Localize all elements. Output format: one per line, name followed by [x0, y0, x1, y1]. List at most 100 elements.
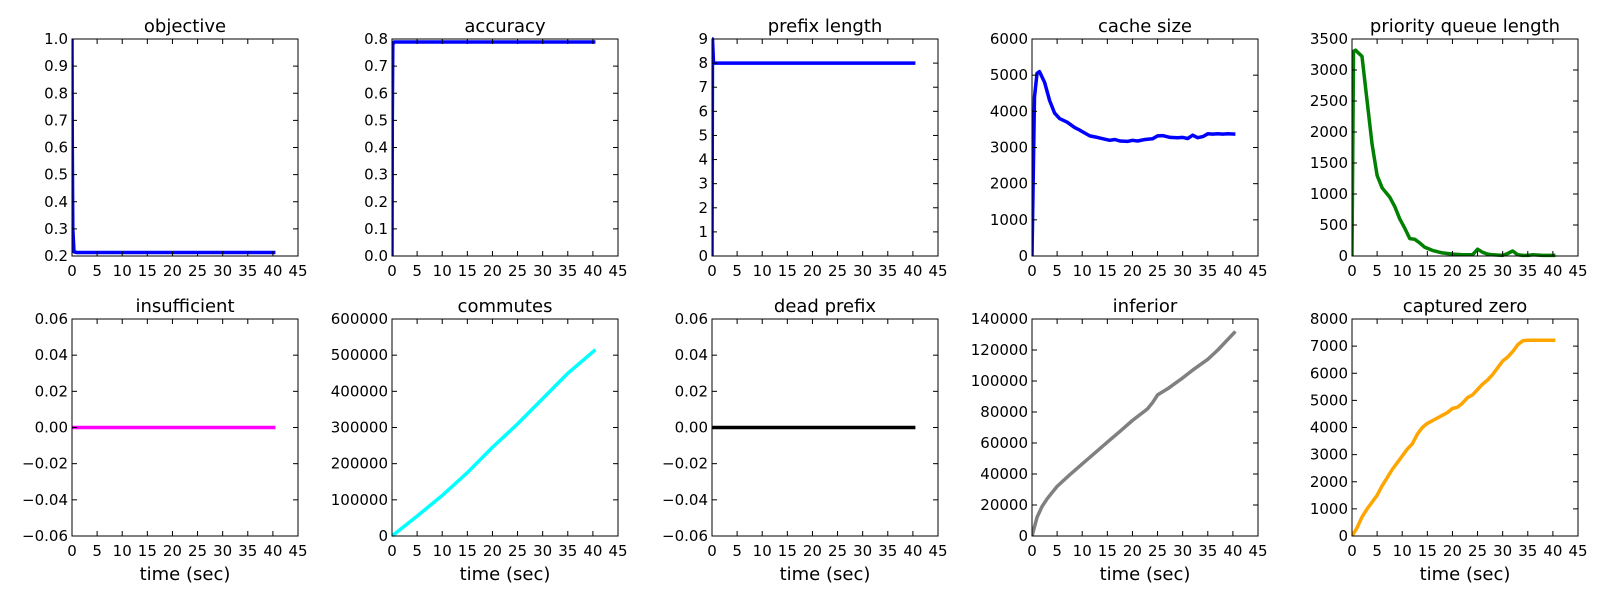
x-tick-label: 5: [732, 542, 742, 560]
series-line-cache-size: [1032, 69, 1236, 257]
y-tick-label: 0.06: [675, 310, 708, 328]
y-tick-label: 6000: [1310, 364, 1348, 382]
x-tick-label: 30: [533, 542, 552, 560]
y-tick-label: 8: [698, 54, 708, 72]
x-tick-label: 30: [1493, 542, 1512, 560]
y-tick-label: 0.5: [44, 166, 68, 184]
y-tick-label: 20000: [980, 496, 1028, 514]
subplot-insufficient: 0 5 10 15 20 25 30 35 40 45 −0.06 −0.04 −0.02 0.00 0.0…: [22, 296, 308, 585]
y-tick-label: 0.4: [44, 193, 68, 211]
x-tick-label: 40: [263, 262, 282, 280]
y-tick-label: 0.7: [44, 111, 68, 129]
x-tick-label: 15: [778, 262, 797, 280]
y-tick-label: 0.5: [364, 111, 388, 129]
y-tick-label: 0.04: [35, 346, 68, 364]
x-tick-label: 20: [1123, 542, 1142, 560]
x-tick-label: 5: [92, 542, 102, 560]
y-tick-label: 0.02: [675, 382, 708, 400]
x-tick-label: 35: [238, 542, 257, 560]
y-tick-label: −0.02: [662, 455, 708, 473]
x-tick-label: 25: [508, 542, 527, 560]
x-tick-label: 20: [803, 542, 822, 560]
x-tick-label: 45: [928, 542, 947, 560]
plot-frame-inferior: [1031, 318, 1259, 537]
x-tick-label: 35: [238, 262, 257, 280]
y-tick-label: 0.02: [35, 382, 68, 400]
y-tick-label: 0.8: [44, 84, 68, 102]
series-line-captured-zero: [1352, 338, 1556, 537]
y-tick-label: 400000: [331, 382, 388, 400]
x-tick-label: 45: [1568, 262, 1587, 280]
plot-frame-accuracy: [391, 38, 619, 257]
y-tick-label: −0.04: [22, 491, 68, 509]
series-line-accuracy: [392, 40, 596, 257]
x-tick-label: 30: [1173, 262, 1192, 280]
x-tick-label: 35: [1198, 542, 1217, 560]
x-tick-label: 25: [828, 262, 847, 280]
plot-frame-cache-size: [1031, 38, 1259, 257]
y-tick-label: 1000: [1310, 500, 1348, 518]
plot-frame-commutes: [391, 318, 619, 537]
y-tick-label: 500: [1319, 216, 1348, 234]
x-tick-label: 20: [803, 262, 822, 280]
x-tick-label: 25: [828, 542, 847, 560]
x-tick-label: 45: [608, 542, 627, 560]
x-tick-label: 20: [483, 542, 502, 560]
y-tick-label: 2: [698, 199, 708, 217]
x-tick-label: 15: [1418, 542, 1437, 560]
y-tick-label: 40000: [980, 465, 1028, 483]
y-tick-label: 1.0: [44, 30, 68, 48]
x-tick-label: 35: [878, 542, 897, 560]
x-axis-label: time (sec): [460, 564, 551, 585]
y-tick-label: 500000: [331, 346, 388, 364]
x-tick-label: 0: [387, 262, 397, 280]
plot-title: captured zero: [1403, 296, 1528, 317]
y-tick-label: 0.04: [675, 346, 708, 364]
x-tick-label: 40: [903, 262, 922, 280]
subplot-dead-prefix: 0 5 10 15 20 25 30 35 40 45 −0.06 −0.04 −0.02 0.00 0.0…: [662, 296, 948, 585]
subplot-commutes: 0 5 10 15 20 25 30 35 40 450100000200000300000400…: [331, 296, 628, 585]
y-tick-label: 0.3: [44, 220, 68, 238]
subplot-captured-zero: 0 5 10 15 20 25 30 35 40 450100020003000400050006…: [1310, 296, 1588, 585]
x-tick-label: 10: [433, 542, 452, 560]
y-tick-label: 2000: [990, 175, 1028, 193]
x-axis-label: time (sec): [1420, 564, 1511, 585]
y-tick-label: 4000: [990, 102, 1028, 120]
subplot-accuracy: 0 5 10 15 20 25 30 35 40 45 0.0 0.1 0.2 0.3 0.4 0.5 0.6 0…: [364, 16, 627, 280]
y-tick-label: 120000: [971, 341, 1028, 359]
y-tick-label: 3: [698, 175, 708, 193]
x-tick-label: 35: [1518, 262, 1537, 280]
x-tick-label: 45: [288, 262, 307, 280]
subplot-objective: 0 5 10 15 20 25 30 35 40 45 0.2 0.3 0.4 0.5 0.6 0.7 0.8 0…: [44, 16, 307, 280]
plot-title: commutes: [458, 296, 553, 317]
x-tick-label: 0: [1347, 262, 1357, 280]
x-tick-label: 40: [1223, 542, 1242, 560]
x-tick-label: 20: [1123, 262, 1142, 280]
x-tick-label: 35: [878, 262, 897, 280]
x-tick-label: 0: [1347, 542, 1357, 560]
y-tick-label: 6000: [990, 30, 1028, 48]
x-axis-label: time (sec): [140, 564, 231, 585]
y-tick-label: −0.06: [662, 527, 708, 545]
plot-title: dead prefix: [774, 296, 877, 317]
series-line-commutes: [392, 348, 597, 538]
subplot-priority-queue-length: 0 5 10 15 20 25 30 35 40 450500100015002000250030…: [1310, 16, 1588, 280]
x-tick-label: 15: [1098, 542, 1117, 560]
x-tick-label: 10: [753, 542, 772, 560]
y-tick-label: 0.0: [364, 247, 388, 265]
x-tick-label: 0: [67, 542, 77, 560]
y-tick-label: 600000: [331, 310, 388, 328]
x-tick-label: 45: [1248, 542, 1267, 560]
x-tick-label: 5: [1372, 262, 1382, 280]
x-tick-label: 25: [1148, 262, 1167, 280]
y-tick-label: 300000: [331, 419, 388, 437]
x-tick-label: 45: [928, 262, 947, 280]
x-tick-label: 30: [1173, 542, 1192, 560]
plot-title: insufficient: [135, 296, 234, 317]
x-tick-label: 15: [778, 542, 797, 560]
x-tick-label: 35: [1518, 542, 1537, 560]
x-tick-label: 20: [483, 262, 502, 280]
y-tick-label: 1500: [1310, 154, 1348, 172]
x-tick-label: 5: [412, 542, 422, 560]
